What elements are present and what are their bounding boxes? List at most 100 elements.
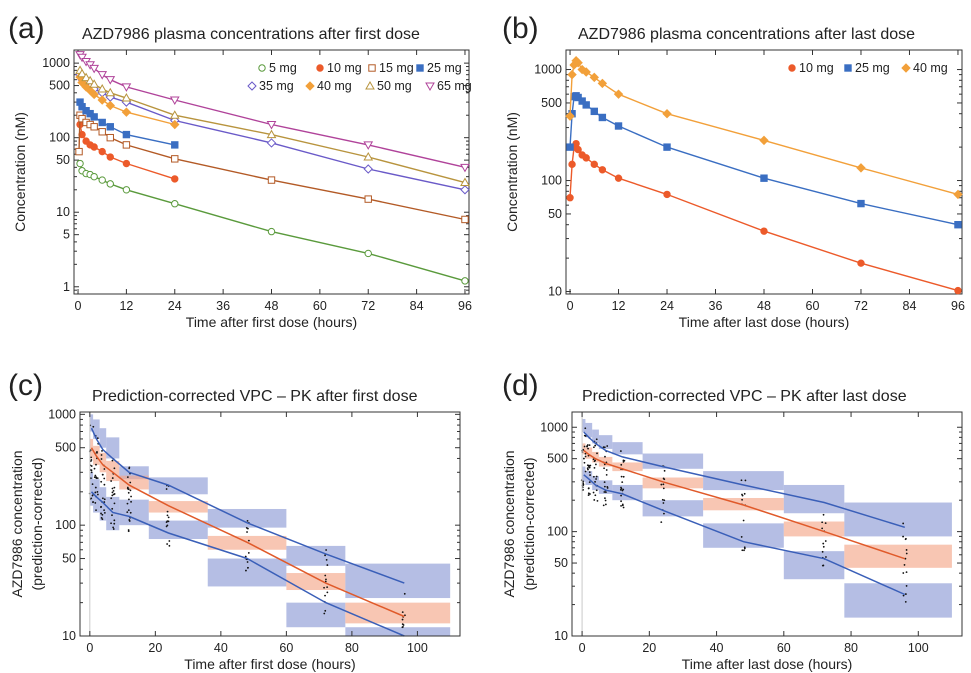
x-axis-label: Time after first dose (hours) <box>184 656 355 672</box>
x-axis-label: Time after last dose (hours) <box>682 656 853 672</box>
band-p50 <box>598 456 613 467</box>
data-point <box>106 123 114 131</box>
data-point <box>98 118 106 127</box>
obs-dot <box>91 494 94 497</box>
obs-dot <box>662 483 665 486</box>
data-point <box>589 72 599 83</box>
obs-dot <box>94 502 97 504</box>
obs-dot <box>821 550 824 553</box>
data-point <box>105 100 115 111</box>
data-point <box>122 141 131 149</box>
obs-dot <box>606 445 609 447</box>
data-point <box>90 172 98 181</box>
y-tick-label: 1000 <box>540 420 568 434</box>
obs-dot <box>113 486 116 489</box>
data-point <box>954 221 962 229</box>
y-axis-label: AZD7986 concentration <box>501 450 517 597</box>
data-point <box>363 141 374 150</box>
obs-dot <box>583 434 586 437</box>
series-40mg <box>75 72 180 130</box>
data-point <box>97 83 108 93</box>
data-point <box>566 143 574 151</box>
y-tick-label: 10 <box>56 205 70 219</box>
obs-dot <box>90 456 93 459</box>
legend-label: 10 mg <box>327 61 362 75</box>
y-tick-label: 500 <box>55 441 76 455</box>
chart-title: AZD7986 plasma concentrations after last… <box>578 26 915 43</box>
x-tick-label: 80 <box>345 641 359 655</box>
obs-dot <box>103 511 106 514</box>
data-point <box>953 189 963 200</box>
obs-dot <box>101 450 103 452</box>
data-point <box>77 53 87 63</box>
obs-dot <box>582 457 585 460</box>
data-point <box>81 72 91 82</box>
data-point <box>97 95 107 105</box>
obs-dot <box>902 594 905 597</box>
y-tick-label: 100 <box>55 518 76 532</box>
legend-marker <box>316 64 324 72</box>
obs-dot <box>130 500 132 503</box>
obs-dot <box>586 445 589 447</box>
obs-dot <box>743 549 745 552</box>
data-point <box>663 190 671 199</box>
obs-dot <box>663 512 665 515</box>
obs-dot <box>113 522 116 525</box>
obs-dot <box>113 519 116 522</box>
obs-dot <box>622 459 625 462</box>
obs-dot <box>741 493 743 496</box>
obs-dot <box>324 554 326 557</box>
data-point <box>590 107 598 116</box>
y-axis-label: Concentration (nM) <box>504 112 520 232</box>
prediction-bands <box>89 414 451 636</box>
band-p95 <box>592 429 599 444</box>
x-tick-label: 48 <box>757 299 771 313</box>
obs-dot <box>822 545 825 548</box>
panel-d: 0 20 40 60 80 100 10 50 100 500 1000 (d) Prediction-… <box>501 369 963 672</box>
obs-dot <box>403 592 406 595</box>
obs-dot <box>905 549 908 551</box>
obs-dot <box>247 539 250 542</box>
obs-dot <box>324 594 326 597</box>
band-p95 <box>148 477 208 495</box>
data-point <box>581 67 591 77</box>
obs-dot <box>587 494 590 496</box>
legend-label: 35 mg <box>259 79 294 93</box>
obs-dot <box>584 452 587 455</box>
y-tick-label: 1 <box>63 280 70 294</box>
obs-dot <box>606 485 609 488</box>
x-tick-label: 96 <box>951 299 965 313</box>
obs-dot <box>594 459 597 462</box>
obs-dot <box>587 487 590 490</box>
obs-dot <box>94 474 97 477</box>
legend-marker <box>247 81 257 91</box>
obs-dot <box>129 481 132 484</box>
data-point <box>614 122 623 130</box>
obs-dot <box>661 498 664 501</box>
y-tick-label: 10 <box>62 629 76 643</box>
obs-dot <box>902 522 905 525</box>
obs-dot <box>326 586 329 589</box>
obs-dot <box>824 540 827 542</box>
obs-dot <box>126 486 129 489</box>
obs-dot <box>620 504 622 507</box>
obs-dot <box>588 481 591 484</box>
obs-dot <box>245 569 247 572</box>
legend-label: 25 mg <box>855 61 890 75</box>
y-tick-label: 50 <box>62 552 76 566</box>
x-tick-label: 48 <box>265 299 279 313</box>
x-axis-label: Time after first dose (hours) <box>186 314 357 330</box>
obs-dot <box>95 509 97 512</box>
data-point <box>121 107 132 117</box>
obs-dot <box>111 477 114 479</box>
data-point <box>573 58 583 68</box>
obs-dot <box>592 446 595 449</box>
band-p5 <box>119 499 149 526</box>
obs-dot <box>127 491 130 494</box>
obs-dot <box>404 614 406 617</box>
obs-dot <box>619 488 622 491</box>
obs-dot <box>326 564 329 566</box>
obs-dot <box>323 586 325 589</box>
band-p50 <box>612 462 643 472</box>
data-point <box>97 71 108 80</box>
